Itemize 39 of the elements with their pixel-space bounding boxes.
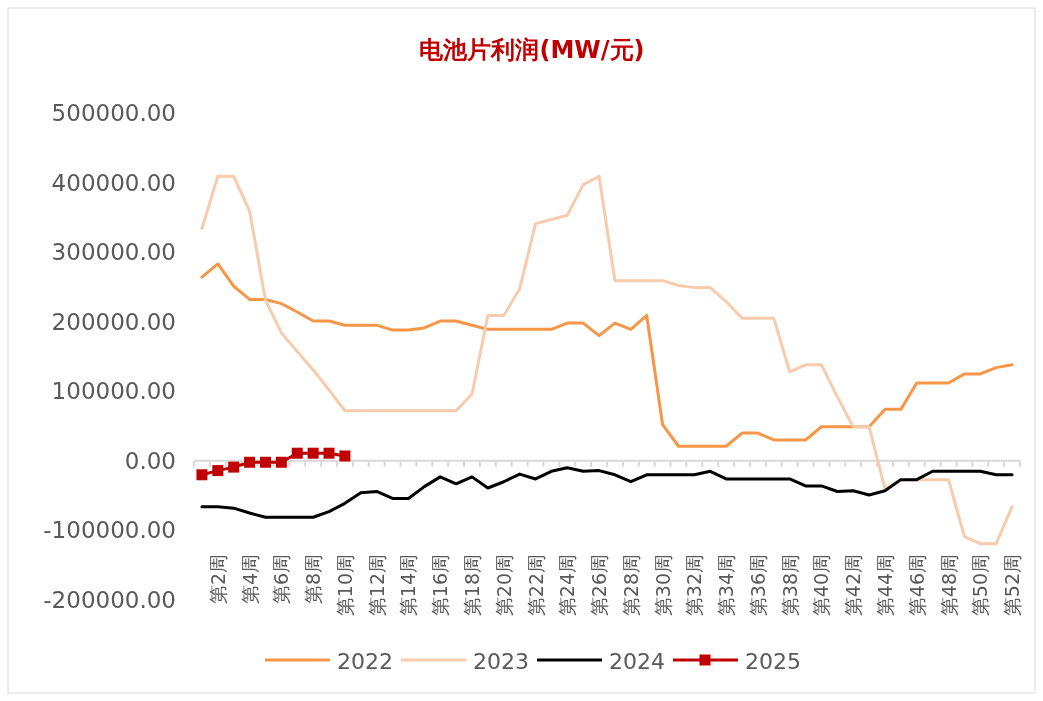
x-tick-label: 第24周 [556,554,579,617]
x-tick-label: 第46周 [905,554,928,617]
legend-label: 2023 [473,649,529,674]
x-tick-label: 第50周 [969,554,992,617]
y-tick-label: -100000.00 [43,517,176,544]
x-tick-label: 第14周 [397,554,420,617]
x-tick-label: 第8周 [302,554,325,605]
x-tick-label: 第6周 [270,554,293,605]
x-tick-label: 第48周 [937,554,960,617]
y-tick-label: 100000.00 [51,378,176,405]
x-tick-label: 第32周 [683,554,706,617]
x-tick-label: 第26周 [588,554,611,617]
y-tick-label: 400000.00 [51,169,176,196]
x-tick-label: 第16周 [429,554,452,617]
x-tick-label: 第42周 [842,554,865,617]
x-tick-label: 第18周 [460,554,483,617]
x-tick-label: 第52周 [1001,554,1024,617]
x-tick-label: 第4周 [238,554,261,605]
x-tick-label: 第34周 [715,554,738,617]
x-tick-label: 第30周 [651,554,674,617]
legend-label: 2022 [337,649,393,674]
x-tick-label: 第20周 [492,554,515,617]
x-tick-label: 第12周 [365,554,388,617]
x-tick-label: 第36周 [746,554,769,617]
chart-title: 电池片利润(MW/元) [419,36,645,64]
y-tick-label: 0.00 [124,447,176,474]
x-tick-label: 第40周 [810,554,833,617]
x-tick-label: 第2周 [206,554,229,605]
x-tick-label: 第38周 [778,554,801,617]
x-tick-label: 第10周 [333,554,356,617]
legend-label: 2025 [745,649,801,674]
x-tick-label: 第28周 [619,554,642,617]
y-tick-label: 300000.00 [51,239,176,266]
y-tick-label: 200000.00 [51,308,176,335]
y-tick-label: -200000.00 [43,587,176,613]
x-tick-label: 第22周 [524,554,547,617]
legend-label: 2024 [609,649,665,674]
x-tick-label: 第44周 [873,554,896,617]
y-tick-label: 500000.00 [51,100,176,126]
